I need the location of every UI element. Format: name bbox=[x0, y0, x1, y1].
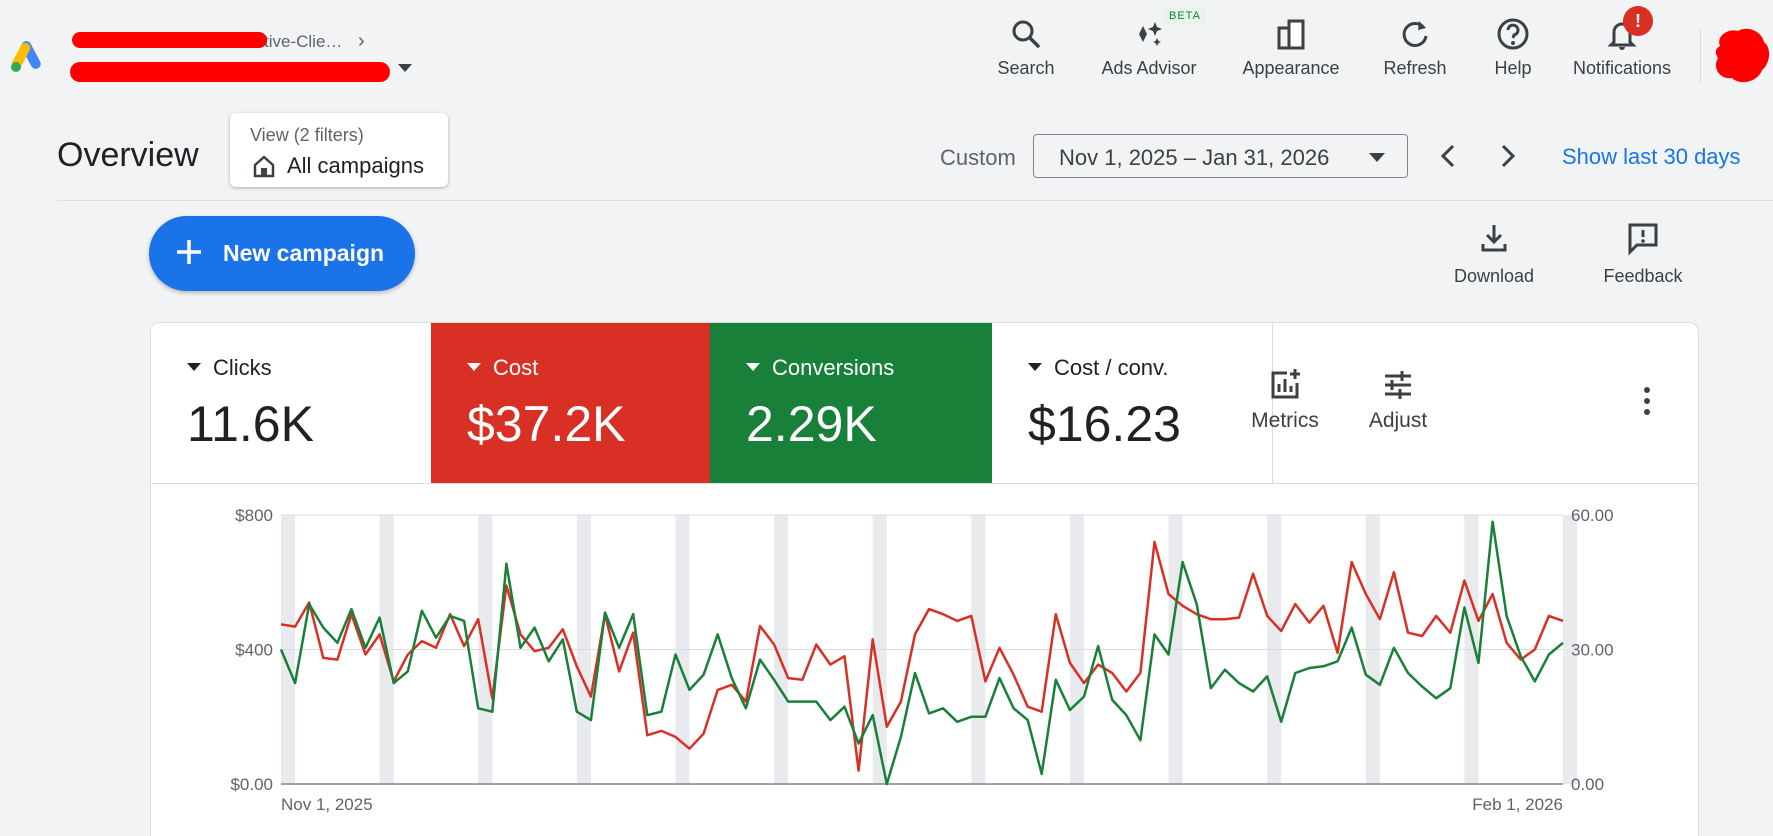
more-options-icon[interactable] bbox=[1641, 385, 1653, 417]
date-range-value: Nov 1, 2025 – Jan 31, 2026 bbox=[1059, 145, 1330, 170]
toolbar-divider bbox=[1700, 28, 1701, 84]
ads-advisor-button[interactable]: Ads Advisor bbox=[1090, 16, 1208, 79]
notification-alert-badge: ! bbox=[1623, 6, 1653, 36]
left-axis-tick-label: $0.00 bbox=[230, 775, 273, 794]
metric-value: 2.29K bbox=[746, 396, 877, 452]
metric-header[interactable]: Clicks bbox=[187, 355, 272, 381]
x-axis-start-label: Nov 1, 2025 bbox=[281, 795, 373, 814]
search-label: Search bbox=[997, 58, 1055, 78]
plus-icon bbox=[177, 240, 201, 264]
download-button[interactable]: Download bbox=[1446, 220, 1542, 287]
previous-period-button[interactable] bbox=[1432, 138, 1466, 174]
divider bbox=[57, 200, 1773, 201]
refresh-icon bbox=[1402, 21, 1428, 47]
download-icon bbox=[1481, 225, 1507, 252]
help-icon bbox=[1497, 18, 1529, 50]
filter-view-label: View (2 filters) bbox=[250, 125, 364, 145]
avatar[interactable] bbox=[1712, 26, 1770, 84]
metric-value: $37.2K bbox=[467, 396, 626, 452]
metric-tile-clicks[interactable]: Clicks 11.6K bbox=[151, 323, 431, 483]
feedback-label: Feedback bbox=[1603, 266, 1683, 286]
add-chart-icon bbox=[1271, 369, 1300, 399]
metric-label: Clicks bbox=[213, 355, 272, 380]
tune-icon bbox=[1385, 371, 1411, 399]
adjust-button[interactable]: Adjust bbox=[1353, 367, 1443, 433]
metric-tile-cost[interactable]: Cost $37.2K bbox=[431, 323, 711, 483]
top-bar: tive-Clie… › Search Ads Advisor BETA App… bbox=[0, 0, 1773, 104]
search-button[interactable]: Search bbox=[990, 16, 1062, 79]
campaigns-icon bbox=[253, 155, 275, 178]
new-campaign-button[interactable]: New campaign bbox=[149, 216, 415, 291]
google-ads-logo[interactable] bbox=[8, 38, 48, 74]
metric-value: 11.6K bbox=[187, 396, 314, 452]
date-range-picker[interactable]: Nov 1, 2025 – Jan 31, 2026 bbox=[1033, 134, 1408, 178]
new-campaign-label: New campaign bbox=[223, 240, 385, 266]
metric-value: $16.23 bbox=[1028, 396, 1181, 452]
metric-header[interactable]: Conversions bbox=[746, 355, 894, 381]
metric-tile-conversions[interactable]: Conversions 2.29K bbox=[710, 323, 992, 483]
date-preset-label: Custom bbox=[940, 145, 1016, 170]
divider bbox=[151, 483, 1698, 484]
show-last-30-days-link[interactable]: Show last 30 days bbox=[1562, 144, 1741, 169]
divider bbox=[1272, 323, 1273, 483]
metric-label: Cost / conv. bbox=[1054, 355, 1169, 380]
redaction-mark bbox=[70, 62, 390, 82]
weekend-band bbox=[1563, 515, 1578, 784]
help-button[interactable]: Help bbox=[1486, 16, 1540, 79]
series-line-conversions bbox=[279, 520, 1564, 786]
feedback-icon bbox=[1628, 223, 1658, 256]
left-axis-tick-label: $400 bbox=[235, 641, 273, 660]
next-period-button[interactable] bbox=[1490, 138, 1524, 174]
metric-tile-cost-per-conversion[interactable]: Cost / conv. $16.23 bbox=[992, 323, 1272, 483]
dropdown-caret-icon bbox=[467, 363, 481, 372]
x-axis-end-label: Feb 1, 2026 bbox=[1472, 795, 1563, 814]
right-axis-tick-label: 0.00 bbox=[1571, 775, 1604, 794]
metric-header[interactable]: Cost / conv. bbox=[1028, 355, 1169, 381]
metrics-button[interactable]: Metrics bbox=[1238, 367, 1332, 433]
campaign-filter-selector[interactable]: View (2 filters) All campaigns bbox=[230, 113, 448, 187]
notifications-label: Notifications bbox=[1572, 58, 1672, 78]
chevron-down-icon bbox=[1369, 153, 1385, 162]
right-axis-tick-label: 30.00 bbox=[1571, 641, 1614, 660]
dropdown-caret-icon bbox=[746, 363, 760, 372]
beta-badge: BETA bbox=[1164, 8, 1206, 24]
appearance-icon bbox=[1277, 19, 1305, 50]
ads-advisor-label: Ads Advisor bbox=[1101, 58, 1197, 78]
appearance-button[interactable]: Appearance bbox=[1236, 16, 1346, 79]
account-name: tive-Clie… bbox=[264, 32, 343, 51]
search-icon bbox=[1012, 20, 1040, 48]
performance-chart: $800 $400 $0.00 60.00 30.00 0.00 Nov 1, 2025 Fe… bbox=[230, 506, 1614, 814]
download-label: Download bbox=[1453, 266, 1535, 286]
metrics-label: Metrics bbox=[1251, 409, 1319, 432]
metric-header[interactable]: Cost bbox=[467, 355, 538, 381]
right-axis-tick-label: 60.00 bbox=[1571, 506, 1614, 525]
filter-value: All campaigns bbox=[287, 153, 424, 178]
notifications-button[interactable]: Notifications bbox=[1562, 16, 1682, 79]
left-axis-tick-label: $800 bbox=[235, 506, 273, 525]
dropdown-caret-icon bbox=[1028, 363, 1042, 372]
appearance-label: Appearance bbox=[1242, 58, 1340, 78]
refresh-button[interactable]: Refresh bbox=[1374, 16, 1456, 79]
refresh-label: Refresh bbox=[1383, 58, 1447, 78]
metric-label: Conversions bbox=[772, 355, 895, 380]
account-dropdown-caret-icon[interactable] bbox=[398, 64, 412, 72]
sparkle-icon bbox=[1139, 22, 1162, 46]
dropdown-caret-icon bbox=[187, 363, 201, 372]
help-label: Help bbox=[1494, 58, 1532, 78]
redaction-mark bbox=[72, 32, 267, 48]
performance-card: Clicks 11.6K Cost $37.2K Conversions 2.2… bbox=[150, 322, 1699, 836]
metric-label: Cost bbox=[493, 355, 539, 380]
adjust-label: Adjust bbox=[1368, 409, 1428, 432]
page-title: Overview bbox=[57, 136, 199, 174]
chevron-right-icon: › bbox=[358, 30, 365, 52]
feedback-button[interactable]: Feedback bbox=[1596, 220, 1690, 287]
